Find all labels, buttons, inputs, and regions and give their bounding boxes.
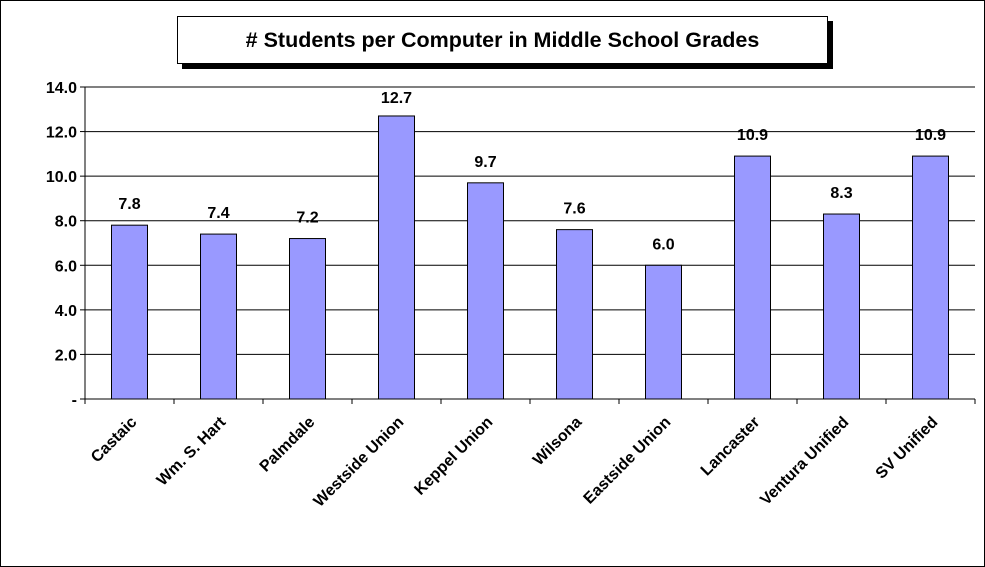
data-label: 8.3 — [830, 185, 852, 202]
chart-title: # Students per Computer in Middle School… — [245, 27, 760, 52]
x-category-label: Palmdale — [257, 414, 319, 476]
x-category-label: Castaic — [88, 414, 140, 466]
x-category-label: Ventura Unified — [757, 414, 852, 509]
bars — [111, 115, 949, 400]
x-category-label: Lancaster — [698, 414, 763, 479]
axes — [80, 86, 976, 404]
x-category-label: Wm. S. Hart — [154, 413, 230, 489]
x-category-label: Westside Union — [311, 414, 408, 511]
bar — [200, 233, 237, 400]
bar — [378, 115, 415, 400]
data-label: 7.6 — [563, 201, 585, 218]
y-tick-label: 8.0 — [55, 214, 77, 231]
data-label: 7.4 — [207, 205, 229, 222]
bar — [734, 155, 771, 400]
y-tick-label: 10.0 — [46, 169, 77, 186]
x-category-label: Eastside Union — [581, 414, 675, 508]
data-label: 10.9 — [915, 127, 946, 144]
x-category-label: Keppel Union — [411, 414, 496, 499]
y-tick-label: 14.0 — [46, 80, 77, 97]
data-label: 7.8 — [118, 196, 140, 213]
bar — [556, 229, 593, 400]
y-tick-label: 4.0 — [55, 303, 77, 320]
x-category-label: Wilsona — [530, 414, 585, 469]
x-category-label: SV Unified — [873, 414, 942, 483]
y-tick-label: 2.0 — [55, 347, 77, 364]
data-label: 10.9 — [737, 127, 768, 144]
bar — [467, 182, 504, 400]
data-labels: 7.8 7.4 7.2 12.7 9.7 7.6 6.0 10.9 8.3 10.9 — [118, 90, 946, 253]
y-tick-labels: - 2.0 4.0 6.0 8.0 10.0 12.0 14.0 — [46, 80, 77, 409]
data-label: 12.7 — [381, 90, 412, 107]
bar — [912, 155, 949, 400]
data-label: 6.0 — [652, 236, 674, 253]
data-label: 9.7 — [474, 154, 496, 171]
data-label: 7.2 — [296, 210, 318, 227]
bar — [823, 213, 860, 400]
y-tick-label: 6.0 — [55, 258, 77, 275]
bar — [645, 264, 682, 400]
chart-title-box: # Students per Computer in Middle School… — [177, 16, 828, 64]
y-tick-label: - — [72, 392, 77, 409]
bar — [289, 238, 326, 400]
bar — [111, 224, 148, 400]
y-tick-label: 12.0 — [46, 125, 77, 142]
